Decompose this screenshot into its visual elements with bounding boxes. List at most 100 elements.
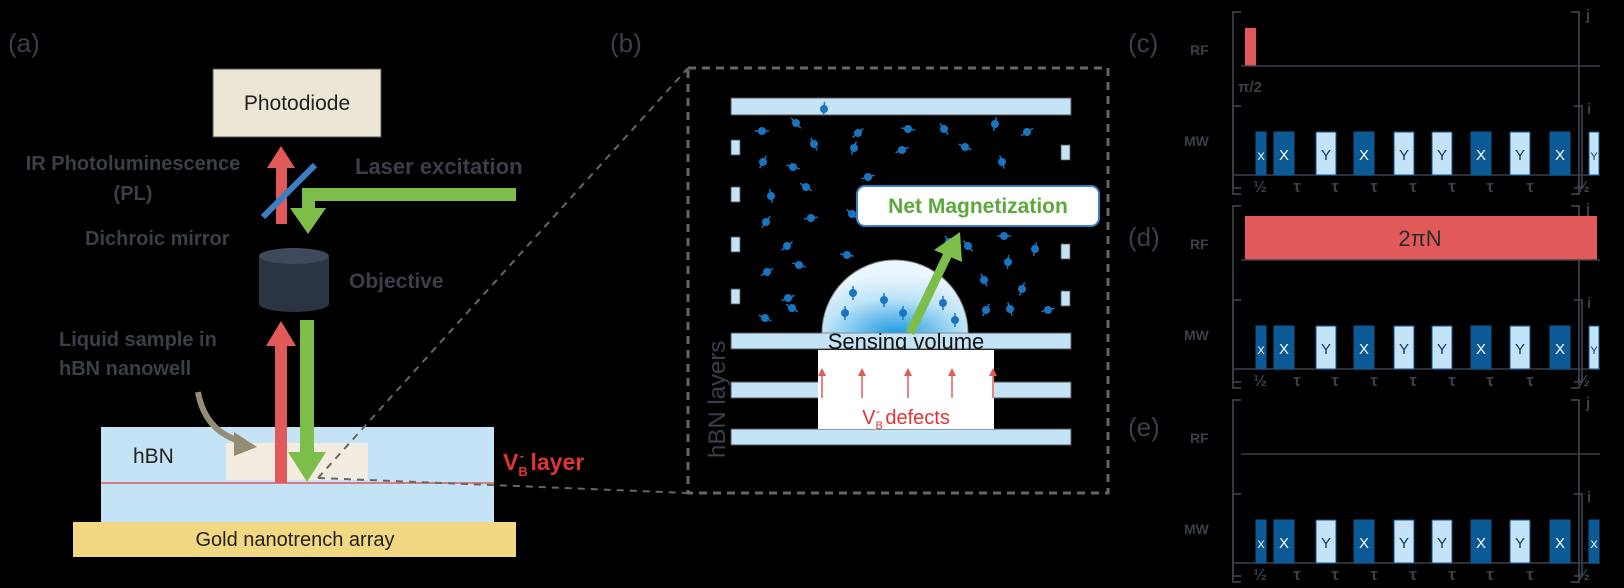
laser-arrow-down	[302, 188, 315, 210]
rf-label: RF	[1190, 430, 1209, 446]
net-mag-label: Net Magnetization	[888, 195, 1068, 218]
mw-pulse: X	[1549, 519, 1571, 564]
panel-e-label: (e)	[1128, 412, 1160, 442]
dome-spin	[841, 306, 849, 320]
tau-label: τ	[1293, 177, 1301, 196]
ir-pl-label-line2: (PL)	[114, 183, 153, 205]
index-i: i	[1587, 295, 1591, 312]
spin	[981, 303, 991, 317]
mw-pulse: X	[1255, 519, 1267, 564]
hbn-layer-top	[730, 97, 1072, 116]
spin	[1031, 242, 1039, 256]
net-mag-arrow-head	[934, 232, 962, 262]
spin	[781, 241, 793, 251]
svg-text:X: X	[1257, 151, 1265, 163]
ir-pl-label-line1: IR Photoluminescence	[26, 153, 241, 175]
mw-pulse: Y	[1588, 131, 1600, 176]
svg-text:Y: Y	[1590, 345, 1598, 357]
hbn-layer-3	[730, 428, 1072, 446]
svg-text:Y: Y	[1321, 535, 1331, 552]
sequence-d: j RF MW 2πN i X X Y X Y Y X Y X Y ½ τ τ τ τ τ τ τ ½	[1184, 201, 1600, 390]
mw-pulse: X	[1353, 131, 1375, 176]
objective-label: Objective	[349, 270, 444, 293]
tau-label: τ	[1293, 565, 1301, 584]
svg-text:X: X	[1279, 535, 1289, 552]
svg-text:Y: Y	[1399, 341, 1409, 358]
spin	[761, 215, 771, 229]
mw-pulse: X	[1470, 519, 1492, 564]
mw-pulse: X	[1470, 325, 1492, 370]
half-label: ½	[1576, 179, 1589, 196]
mw-pulse: Y	[1431, 131, 1453, 176]
spin	[810, 137, 818, 151]
mw-pulse: Y	[1393, 519, 1415, 564]
pl-arrow-upper-head	[267, 146, 295, 168]
rf-pulse-label: 2πN	[1398, 226, 1441, 251]
svg-text:Y: Y	[1399, 535, 1409, 552]
mw-pulse: X	[1273, 519, 1295, 564]
spin	[820, 101, 828, 117]
laser-label: Laser excitation	[355, 154, 523, 179]
svg-text:X: X	[1257, 539, 1265, 551]
pl-arrow-lower-head	[266, 321, 296, 346]
spin	[759, 155, 767, 169]
half-label: ½	[1253, 567, 1266, 584]
mw-pulse: Y	[1315, 131, 1337, 176]
zoom-line-bottom	[317, 477, 689, 494]
svg-text:Y: Y	[1437, 535, 1447, 552]
panel-c-label: (c)	[1128, 28, 1158, 58]
svg-text:X: X	[1359, 341, 1369, 358]
tau-label: τ	[1486, 371, 1494, 390]
rf-pulse-label: π/2	[1238, 79, 1262, 96]
mw-pulse: X	[1549, 131, 1571, 176]
spin	[900, 125, 916, 133]
mw-pulse: X	[1353, 519, 1375, 564]
liquid-label-line2: hBN nanowell	[59, 358, 191, 380]
spin	[846, 208, 858, 220]
spin	[767, 188, 775, 204]
spin	[852, 128, 864, 138]
defect-arrow	[858, 368, 866, 398]
tau-label: τ	[1526, 565, 1534, 584]
index-j: j	[1585, 395, 1590, 412]
half-label: ½	[1576, 373, 1589, 390]
photodiode-label: Photodiode	[244, 92, 350, 115]
mw-pulse: X	[1273, 131, 1295, 176]
panel-b-label: (b)	[610, 28, 642, 58]
liquid-pointer-head	[234, 432, 257, 456]
spin	[785, 303, 799, 313]
mw-pulse: X	[1470, 131, 1492, 176]
half-label: ½	[1253, 179, 1266, 196]
svg-text:Y: Y	[1515, 341, 1525, 358]
mw-pulse: X	[1255, 131, 1267, 176]
tau-label: τ	[1448, 371, 1456, 390]
defects-label: VB- defects	[862, 404, 950, 432]
svg-text:Y: Y	[1321, 341, 1331, 358]
spin	[781, 294, 795, 302]
svg-text:Y: Y	[1399, 147, 1409, 164]
mw-label: MW	[1184, 521, 1210, 537]
mw-label: MW	[1184, 327, 1210, 343]
svg-text:Y: Y	[1437, 341, 1447, 358]
svg-text:X: X	[1555, 341, 1565, 358]
svg-text:X: X	[1279, 341, 1289, 358]
tau-label: τ	[1331, 371, 1339, 390]
mw-pulse: X	[1273, 325, 1295, 370]
mw-pulse: Y	[1393, 131, 1415, 176]
svg-text:X: X	[1476, 535, 1486, 552]
svg-text:Y: Y	[1437, 147, 1447, 164]
dome-spin	[849, 286, 857, 300]
index-i: i	[1587, 101, 1591, 118]
svg-text:Y: Y	[1515, 147, 1525, 164]
defect-arrow	[989, 368, 997, 398]
mw-pulse: Y	[1509, 325, 1531, 370]
mw-pulse: Y	[1509, 131, 1531, 176]
mw-pulse: X	[1255, 325, 1267, 370]
tau-label: τ	[1448, 177, 1456, 196]
sensing-dome	[821, 259, 969, 334]
tau-label: τ	[1409, 565, 1417, 584]
zoom-frame	[686, 66, 1110, 495]
tau-label: τ	[1293, 371, 1301, 390]
dome-spin	[899, 306, 907, 320]
